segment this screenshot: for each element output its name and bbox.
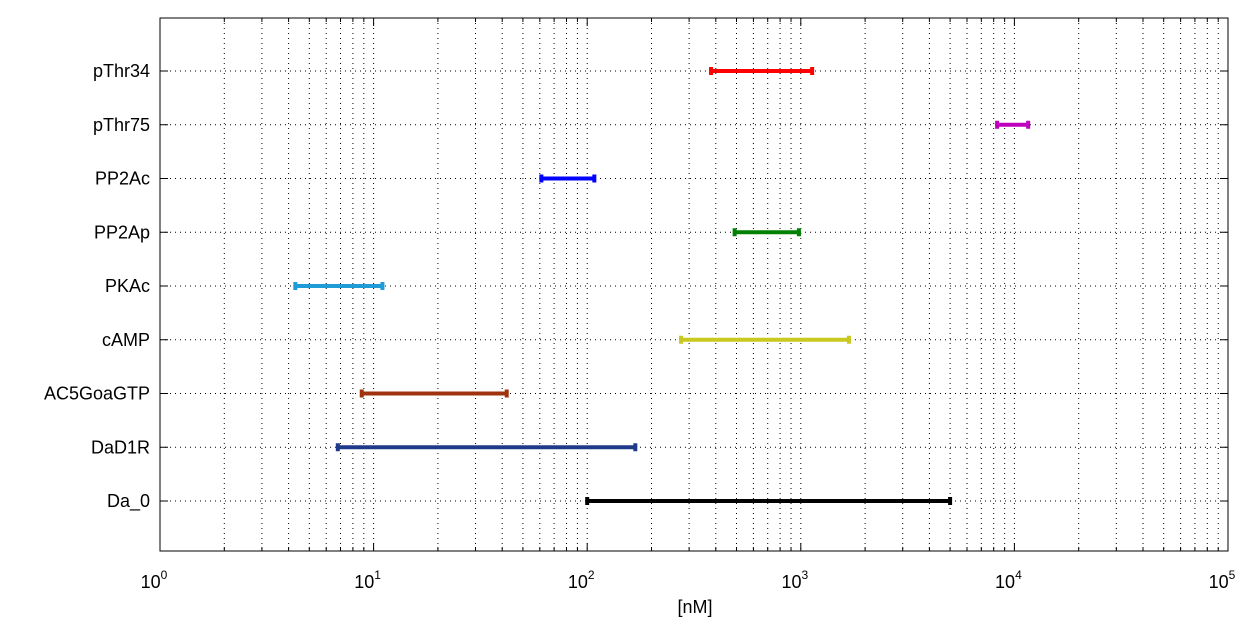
grid-lines: [160, 18, 1228, 551]
x-tick-label: 102: [568, 568, 595, 592]
range-bar-DaD1R: [335, 443, 638, 452]
category-label: cAMP: [102, 330, 150, 350]
range-bar-PP2Ac: [539, 174, 597, 183]
category-label: pThr75: [93, 115, 150, 135]
x-tick-label: 103: [781, 568, 808, 592]
category-label: AC5GoaGTP: [44, 384, 150, 404]
x-tick-label: 100: [141, 568, 168, 592]
category-label: DaD1R: [91, 437, 150, 457]
range-bar-cAMP: [679, 335, 851, 344]
range-bar-pThr75: [995, 120, 1031, 129]
range-bar-PKAc: [293, 282, 385, 290]
x-tick-label: 105: [1209, 568, 1236, 592]
range-bar-Da_0: [585, 497, 953, 505]
category-label: pThr34: [93, 61, 150, 81]
category-label: PP2Ac: [95, 169, 150, 189]
plot-frame: [159, 17, 1229, 552]
axes: pThr34 pThr75 PP2Ac PP2Ap PKAc cAMP AC5GoaGTP D…: [44, 17, 1236, 592]
category-label: PKAc: [105, 276, 150, 296]
category-label: PP2Ap: [94, 222, 150, 242]
range-bars: [293, 67, 1031, 505]
range-bar-AC5GoaGTP: [359, 389, 509, 398]
x-tick-label: 101: [354, 568, 381, 592]
x-axis-title: [nM]: [677, 597, 712, 617]
range-bar-pThr34: [709, 67, 815, 75]
category-label: Da_0: [107, 491, 150, 512]
range-bar-PP2Ap: [732, 228, 801, 237]
x-tick-label: 104: [995, 568, 1022, 592]
